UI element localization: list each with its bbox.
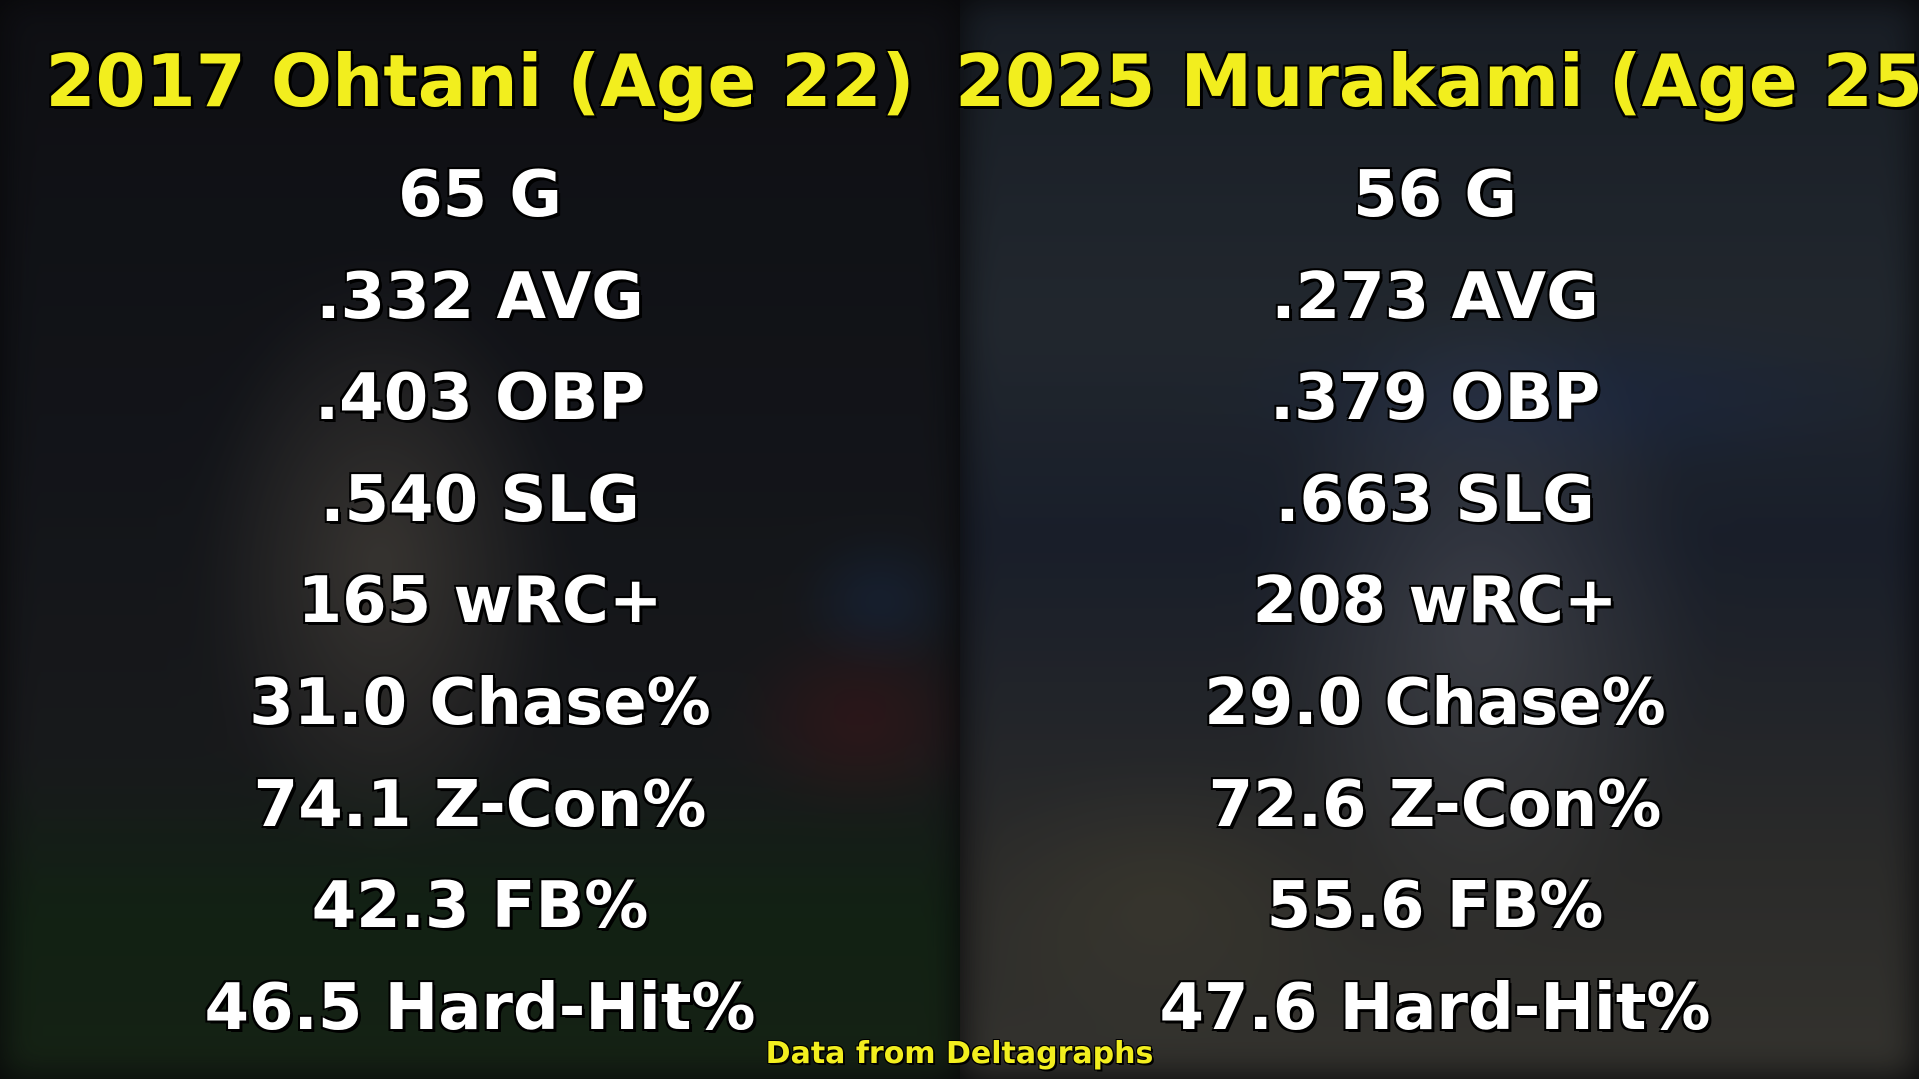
left-stat-chase: 31.0 Chase% (249, 665, 711, 740)
left-stat-hardhit: 46.5 Hard-Hit% (204, 970, 756, 1045)
right-stat-slg: .663 SLG (1275, 462, 1595, 537)
right-stat-hardhit: 47.6 Hard-Hit% (1159, 970, 1711, 1045)
left-stat-slg: .540 SLG (320, 462, 640, 537)
right-stat-chase: 29.0 Chase% (1204, 665, 1666, 740)
left-title: 2017 Ohtani (Age 22) (45, 39, 915, 123)
left-stat-g: 65 G (398, 158, 562, 232)
right-title: 2025 Murakami (Age 25) (955, 39, 1919, 123)
left-stat-obp: .403 OBP (314, 361, 646, 436)
right-background (960, 0, 1919, 1079)
right-stat-obp: .379 OBP (1269, 361, 1601, 436)
right-stat-g: 56 G (1353, 158, 1517, 232)
left-stat-zcon: 74.1 Z-Con% (253, 767, 707, 842)
data-credit: Data from Deltagraphs (765, 1036, 1154, 1071)
left-stat-wrc: 165 wRC+ (297, 564, 663, 639)
left-stat-fb: 42.3 FB% (311, 869, 649, 944)
left-photo-blurred (0, 0, 960, 1079)
right-stat-zcon: 72.6 Z-Con% (1208, 767, 1662, 842)
left-stats: 65 G .332 AVG .403 OBP .540 SLG 165 wRC+… (0, 145, 960, 1059)
right-stat-avg: .273 AVG (1271, 259, 1599, 334)
left-stat-avg: .332 AVG (316, 259, 644, 334)
right-photo-blurred (960, 0, 1919, 1079)
right-stats: 56 G .273 AVG .379 OBP .663 SLG 208 wRC+… (955, 145, 1915, 1059)
left-background (0, 0, 960, 1079)
right-stat-wrc: 208 wRC+ (1252, 564, 1618, 639)
right-stat-fb: 55.6 FB% (1266, 869, 1604, 944)
